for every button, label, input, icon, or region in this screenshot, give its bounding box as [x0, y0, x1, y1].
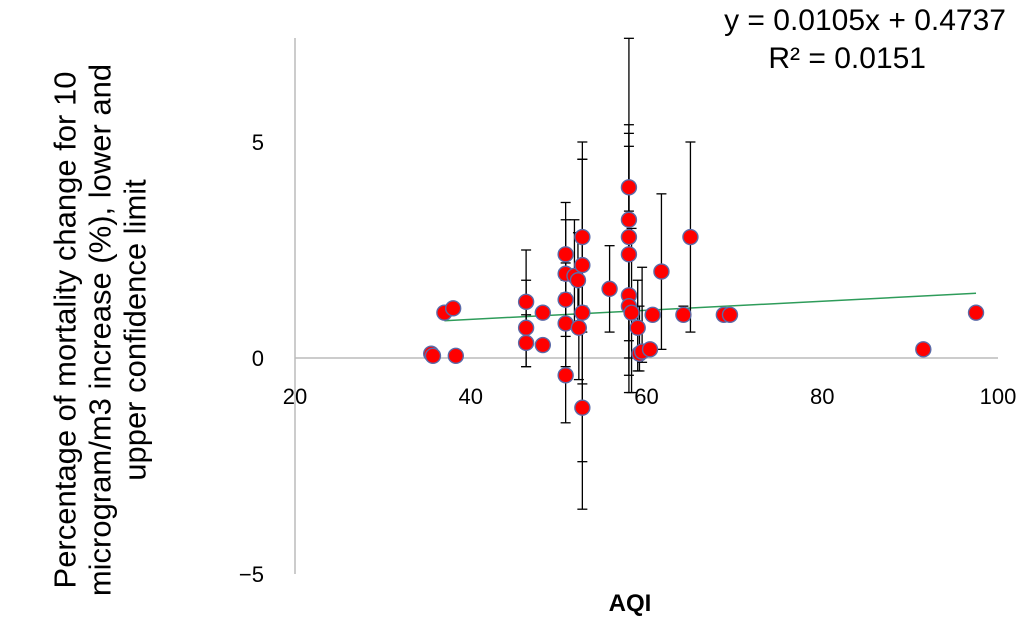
data-point: [574, 304, 591, 321]
x-tick-label: 40: [459, 384, 483, 409]
data-point: [967, 304, 985, 321]
data-point: [682, 228, 699, 246]
data-point: [517, 334, 535, 352]
data-point: [629, 319, 646, 336]
data-point: [444, 300, 462, 317]
data-point: [620, 211, 638, 228]
data-point: [574, 256, 591, 274]
data-point: [620, 246, 638, 263]
data-point: [557, 291, 574, 308]
trendline: [444, 292, 977, 322]
data-point: [574, 399, 591, 416]
data-point: [601, 280, 618, 298]
x-tick-label: 20: [283, 384, 307, 409]
data-point: [534, 336, 552, 354]
data-point: [915, 341, 932, 358]
x-tick-label: 80: [810, 384, 834, 409]
trendline-equation: y = 0.0105x + 0.4737: [724, 4, 1006, 37]
data-point: [641, 341, 659, 358]
trendline-r-squared: R² = 0.0151: [768, 42, 926, 75]
x-tick-label: 100: [980, 384, 1017, 409]
data-point: [574, 228, 591, 246]
data-point: [534, 304, 552, 321]
data-point: [644, 306, 661, 323]
data-point: [620, 179, 638, 196]
data-point: [620, 228, 638, 246]
y-tick-label: 5: [252, 130, 264, 155]
data-point: [570, 319, 588, 336]
data-point: [517, 319, 535, 336]
data-point: [557, 246, 574, 263]
data-point: [557, 367, 574, 384]
data-point: [447, 347, 465, 365]
data-point: [675, 306, 692, 323]
data-point: [424, 347, 442, 365]
data-point: [653, 263, 670, 280]
y-tick-label: 0: [252, 346, 264, 371]
x-axis-label: AQI: [608, 590, 652, 617]
trendline-equation-box: y = 0.0105x + 0.4737 R² = 0.0151: [586, 2, 1006, 78]
data-point: [721, 306, 739, 323]
data-point: [569, 272, 587, 289]
y-tick-label: −5: [239, 562, 264, 587]
y-axis-label: Percentage of mortality change for 10 mi…: [47, 63, 153, 597]
data-point: [623, 304, 640, 321]
data-point: [517, 293, 535, 311]
x-tick-label: 60: [634, 384, 658, 409]
